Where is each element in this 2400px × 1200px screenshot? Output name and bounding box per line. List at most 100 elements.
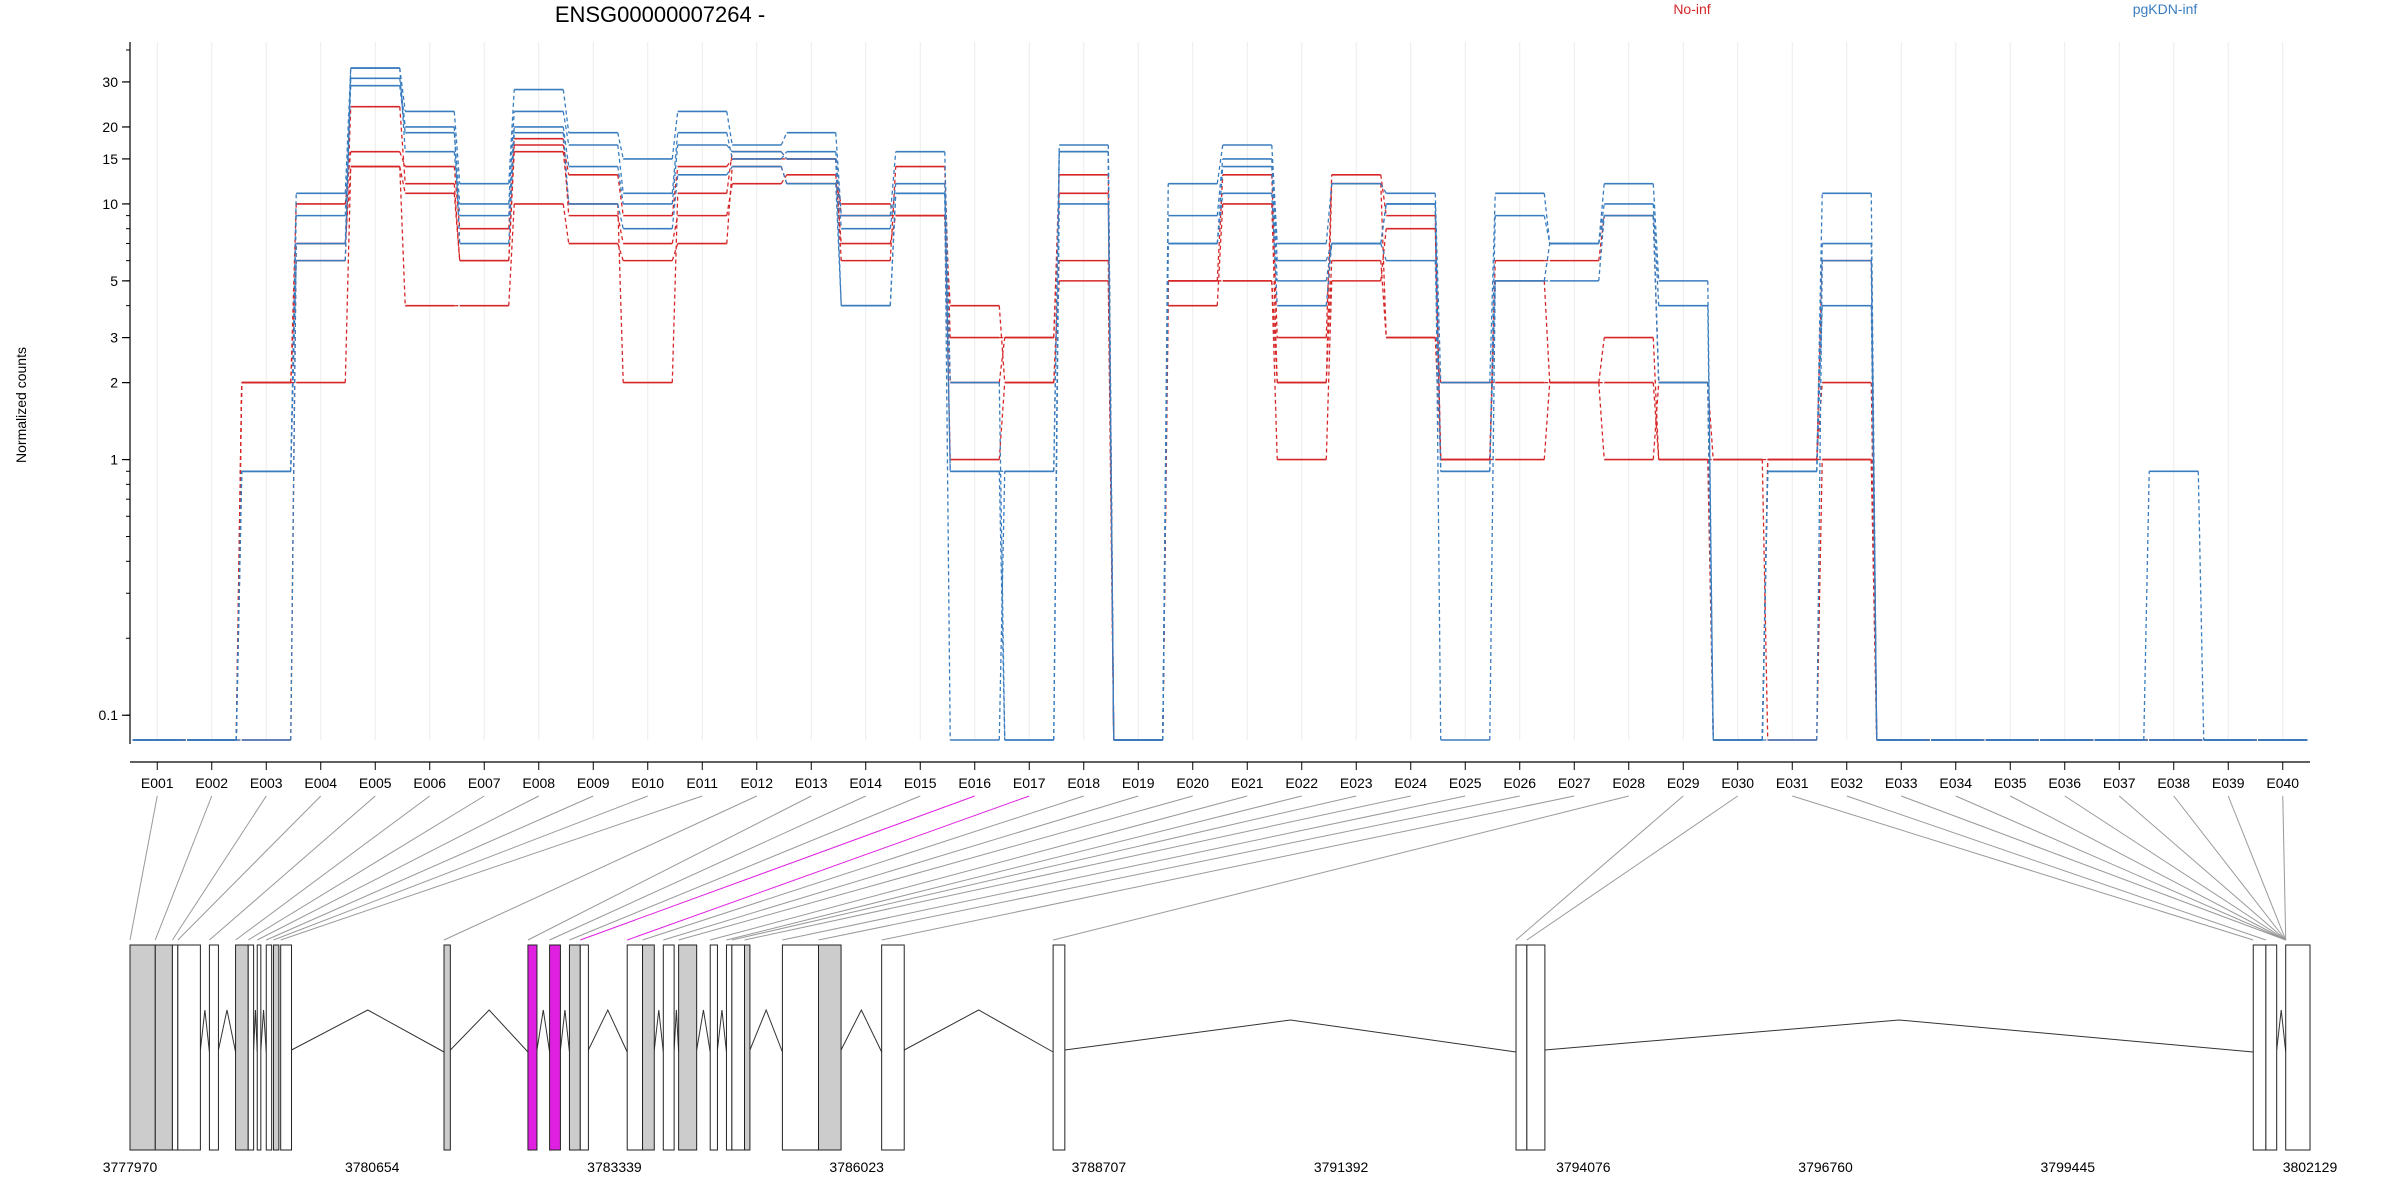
exon-label: E016: [958, 775, 991, 791]
exon-block: [725, 944, 733, 1151]
exon-block: [709, 944, 718, 1151]
data-connector: [1707, 382, 1714, 741]
data-connector: [726, 166, 733, 244]
data-connector: [726, 166, 733, 176]
data-connector: [1271, 144, 1278, 244]
exon-block: [280, 944, 293, 1151]
data-connector: [1216, 174, 1224, 281]
exon-connector: [642, 795, 1084, 941]
exon-connector: [257, 795, 539, 941]
data-connector: [835, 183, 842, 306]
exon-label: E022: [1285, 775, 1318, 791]
exon-block: [265, 944, 273, 1151]
data-connector: [889, 151, 897, 216]
data-connector: [617, 166, 624, 205]
exon-connector: [627, 795, 1030, 941]
data-connector: [399, 85, 406, 133]
data-connector: [1325, 243, 1333, 306]
exon-label: E001: [141, 775, 174, 791]
data-connector: [453, 132, 461, 204]
data-connector: [998, 382, 1006, 460]
y-axis-label: Normalized counts: [13, 347, 29, 463]
exon-label: E021: [1231, 775, 1264, 791]
intron-line: [449, 1009, 529, 1053]
data-connector: [290, 203, 297, 383]
exon-connector: [744, 795, 1411, 941]
exon-label: E009: [577, 775, 610, 791]
exon-label: E034: [1939, 775, 1972, 791]
data-connector: [780, 174, 788, 185]
exon-connector: [266, 795, 594, 941]
data-connector: [1489, 193, 1496, 383]
data-connector: [998, 337, 1006, 383]
data-connector: [998, 471, 1006, 741]
data-connector: [1325, 260, 1333, 383]
intron-line: [749, 1008, 783, 1053]
data-connector: [290, 243, 297, 741]
data-connector: [726, 111, 733, 146]
exon-block: [1526, 944, 1546, 1151]
exon-connector: [818, 795, 1520, 941]
data-connector: [1380, 183, 1387, 194]
exon-label: E026: [1503, 775, 1536, 791]
data-connector: [1816, 193, 1823, 472]
exon-connector: [569, 795, 921, 941]
exon-connector: [710, 795, 1248, 941]
exon-label: E028: [1612, 775, 1645, 791]
exon-connector: [726, 795, 1302, 941]
exon-label: E024: [1394, 775, 1427, 791]
data-connector: [1162, 243, 1169, 741]
data-connector: [1271, 174, 1278, 338]
intron-line: [587, 1008, 628, 1053]
exon-block: [2285, 944, 2311, 1151]
data-connector: [889, 183, 897, 229]
data-connector: [508, 203, 515, 306]
data-connector: [1489, 280, 1496, 472]
exon-block: [1515, 944, 1528, 1151]
intron-line: [260, 1009, 267, 1053]
exon-connector: [2064, 795, 2286, 941]
data-connector: [1271, 203, 1278, 383]
data-connector: [1380, 183, 1387, 338]
exon-block: [527, 944, 538, 1151]
data-connector: [835, 174, 842, 244]
exon-connector: [177, 795, 322, 941]
data-connector: [835, 158, 842, 306]
data-connector: [780, 151, 788, 160]
data-connector: [671, 174, 679, 229]
exon-connector: [1792, 795, 2254, 941]
data-connector: [453, 126, 461, 244]
data-connector: [1434, 203, 1442, 741]
data-connector: [1216, 158, 1224, 216]
series-pgkdn-inf-7: [132, 77, 2308, 741]
data-connector: [671, 166, 679, 216]
data-connector: [562, 89, 570, 133]
intron-line: [1544, 1019, 2254, 1053]
intron-line: [840, 1008, 883, 1053]
data-connector: [1380, 260, 1387, 338]
y-tick-label: 20: [102, 119, 118, 135]
data-connector: [998, 305, 1006, 383]
data-connector: [1816, 260, 1823, 741]
data-connector: [726, 144, 733, 153]
exon-label: E006: [413, 775, 446, 791]
exon-connector: [154, 795, 213, 941]
data-connector: [780, 151, 788, 160]
exon-block: [744, 944, 751, 1151]
intron-line: [903, 1009, 1054, 1053]
exon-label: E023: [1340, 775, 1373, 791]
coordinate-label: 3791392: [1314, 1159, 1369, 1175]
data-connector: [562, 151, 570, 204]
data-connector: [1271, 193, 1278, 306]
data-connector: [835, 151, 842, 229]
data-connector: [1543, 382, 1551, 460]
y-tick-label: 30: [102, 74, 118, 90]
data-connector: [889, 193, 897, 306]
exon-connector: [1526, 795, 1739, 941]
series-pgkdn-inf-5: [132, 84, 2308, 741]
data-connector: [1325, 280, 1333, 460]
data-connector: [1598, 337, 1605, 383]
data-connector: [617, 203, 624, 383]
intron-line: [217, 1009, 237, 1053]
coordinate-label: 3802129: [2283, 1159, 2338, 1175]
